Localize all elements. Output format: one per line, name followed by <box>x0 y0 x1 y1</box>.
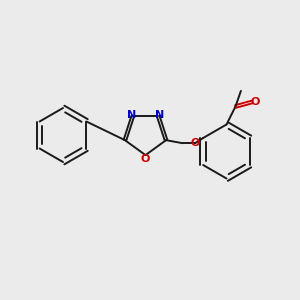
Text: N: N <box>127 110 136 119</box>
Text: O: O <box>141 154 150 164</box>
Text: O: O <box>251 97 260 107</box>
Text: N: N <box>155 110 164 119</box>
Text: O: O <box>190 138 200 148</box>
